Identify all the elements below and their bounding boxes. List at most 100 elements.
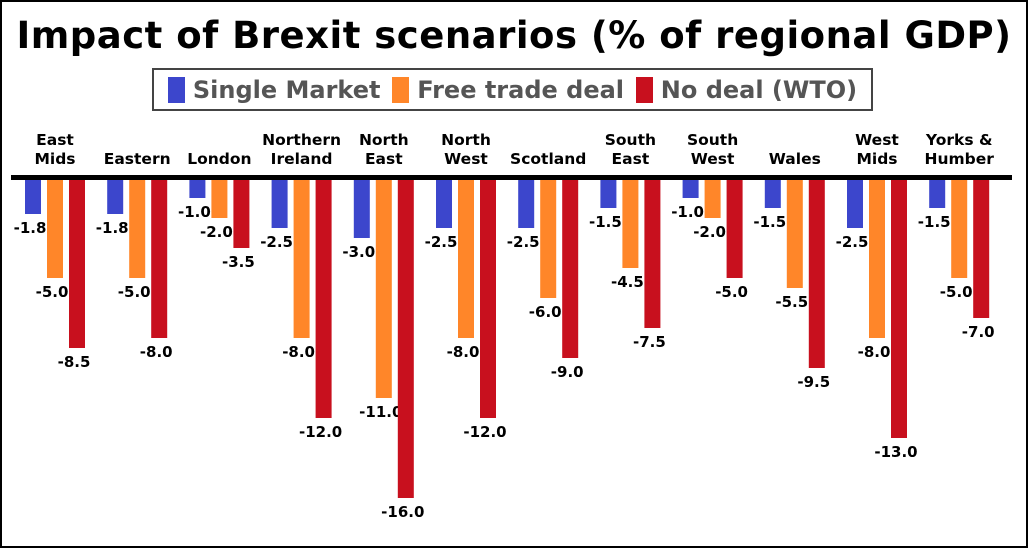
- bar: [293, 178, 310, 338]
- legend-swatch: [392, 76, 410, 103]
- bar: [25, 178, 41, 214]
- data-label: -2.5: [507, 233, 540, 251]
- bar: [764, 178, 781, 208]
- data-label: -1.8: [14, 219, 47, 237]
- data-label: -11.0: [359, 403, 402, 421]
- bar: [69, 178, 85, 348]
- data-label: -12.0: [463, 423, 506, 441]
- data-label: -1.5: [589, 213, 622, 231]
- data-label: -6.0: [529, 303, 562, 321]
- category-label: Eastern: [104, 150, 171, 168]
- bar: [47, 178, 63, 278]
- bar: [233, 178, 250, 248]
- category-label: East: [36, 131, 74, 149]
- data-label: -8.0: [282, 343, 315, 361]
- bar: [189, 178, 206, 198]
- data-label: -4.5: [611, 273, 644, 291]
- legend-label: Single Market: [192, 75, 381, 104]
- data-label: -8.0: [858, 343, 891, 361]
- bar: [891, 178, 907, 438]
- data-label: -2.5: [425, 233, 458, 251]
- legend-label: Free trade deal: [417, 75, 625, 104]
- data-label: -1.0: [671, 203, 704, 221]
- bar: [562, 178, 579, 358]
- bar: [929, 178, 946, 208]
- data-label: -8.0: [447, 343, 480, 361]
- data-label: -2.0: [200, 223, 233, 241]
- data-label: -1.0: [178, 203, 211, 221]
- category-label: Scotland: [510, 150, 586, 168]
- legend-item-free-trade-deal: Free trade deal: [392, 76, 624, 104]
- category-label: North: [441, 131, 491, 149]
- data-label: -5.0: [940, 283, 973, 301]
- bar: [973, 178, 990, 318]
- bar: [951, 178, 968, 278]
- bar: [211, 178, 228, 218]
- data-label: -8.5: [58, 353, 91, 371]
- legend-item-no-deal: No deal (WTO): [635, 75, 858, 104]
- data-label: -5.0: [118, 283, 151, 301]
- legend: Single Market Free trade deal No deal (W…: [152, 68, 873, 111]
- data-label: -1.5: [918, 213, 951, 231]
- bar: [458, 178, 474, 338]
- category-label: Northern: [262, 131, 341, 149]
- bar: [353, 178, 370, 238]
- legend-swatch: [635, 76, 653, 103]
- bar: [808, 178, 825, 368]
- data-label: -13.0: [874, 443, 917, 461]
- bar: [847, 178, 863, 228]
- category-label: Mids: [34, 150, 75, 168]
- bar: [480, 178, 496, 418]
- bar: [786, 178, 803, 288]
- bar: [518, 178, 535, 228]
- bar: [397, 178, 414, 498]
- category-label: West: [855, 131, 899, 149]
- bar: [622, 178, 639, 268]
- data-label: -5.5: [775, 293, 808, 311]
- bar: [129, 178, 146, 278]
- data-label: -7.5: [633, 333, 666, 351]
- bar: [726, 178, 743, 278]
- category-label: East: [612, 150, 650, 168]
- category-label: South: [687, 131, 738, 149]
- data-label: -16.0: [381, 503, 424, 521]
- data-label: -1.8: [96, 219, 129, 237]
- chart-title: Impact of Brexit scenarios (% of regiona…: [16, 14, 1012, 57]
- zero-baseline: [11, 175, 1012, 180]
- category-label: London: [187, 150, 251, 168]
- category-label: West: [691, 150, 735, 168]
- category-label: Ireland: [271, 150, 333, 168]
- bar: [151, 178, 168, 338]
- data-label: -12.0: [299, 423, 342, 441]
- bar: [436, 178, 452, 228]
- bar: [315, 178, 332, 418]
- legend-label: No deal (WTO): [660, 75, 858, 104]
- data-label: -9.5: [797, 373, 830, 391]
- data-label: -2.0: [693, 223, 726, 241]
- bar: [704, 178, 721, 218]
- data-label: -2.5: [260, 233, 293, 251]
- category-label: East: [365, 150, 403, 168]
- category-label: Wales: [769, 150, 821, 168]
- category-label: South: [605, 131, 656, 149]
- bar: [869, 178, 885, 338]
- bar: [375, 178, 392, 398]
- legend-item-single-market: Single Market: [167, 75, 381, 104]
- category-label: Humber: [924, 150, 994, 168]
- bar: [107, 178, 124, 214]
- category-label: Mids: [856, 150, 897, 168]
- data-label: -5.0: [36, 283, 69, 301]
- data-label: -1.5: [753, 213, 786, 231]
- data-label: -7.0: [962, 323, 995, 341]
- bar: [271, 178, 288, 228]
- data-label: -9.0: [551, 363, 584, 381]
- data-label: -3.5: [222, 253, 255, 271]
- data-label: -3.0: [342, 243, 375, 261]
- bar: [540, 178, 557, 298]
- bar: [644, 178, 661, 328]
- data-label: -5.0: [715, 283, 748, 301]
- category-label: Yorks &: [925, 131, 993, 149]
- data-label: -8.0: [140, 343, 173, 361]
